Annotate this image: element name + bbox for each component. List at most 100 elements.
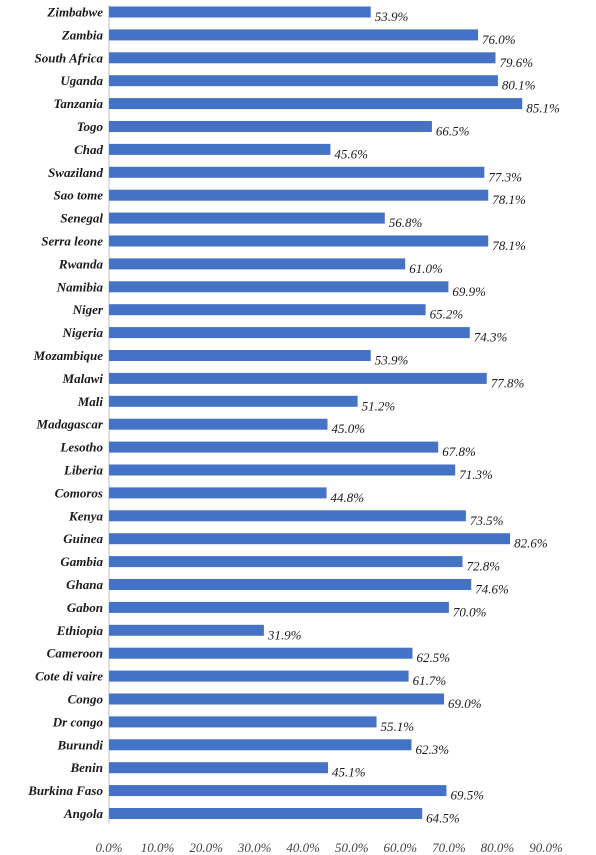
data-label: 62.5%: [416, 650, 450, 665]
category-label: Comoros: [55, 485, 103, 500]
category-label: Angola: [63, 806, 104, 821]
bar: [109, 601, 449, 613]
data-label: 65.2%: [430, 307, 464, 322]
bar: [109, 762, 328, 774]
x-tick-label: 40.0%: [286, 840, 320, 855]
category-label: Rwanda: [58, 256, 104, 271]
data-label: 53.9%: [375, 353, 409, 368]
category-label: Liberia: [63, 463, 103, 478]
bar: [109, 258, 406, 270]
bar: [109, 304, 426, 316]
category-label: Zambia: [61, 27, 104, 42]
bar: [109, 785, 447, 797]
data-label: 62.3%: [416, 742, 450, 757]
category-label: Senegal: [60, 211, 103, 226]
data-label: 77.3%: [488, 169, 522, 184]
data-label: 53.9%: [375, 9, 409, 24]
data-label: 61.0%: [409, 261, 443, 276]
bar: [109, 487, 327, 499]
bar: [109, 6, 371, 18]
category-label: Serra leone: [41, 234, 103, 249]
bar: [109, 533, 511, 545]
data-label: 71.3%: [459, 467, 493, 482]
data-label: 51.2%: [362, 398, 396, 413]
x-tick-label: 80.0%: [481, 840, 515, 855]
category-label: Guinea: [63, 531, 103, 546]
data-label: 31.9%: [267, 627, 302, 642]
data-label: 85.1%: [526, 101, 560, 116]
bar: [109, 166, 485, 178]
data-label: 74.6%: [475, 582, 509, 597]
data-label: 78.1%: [492, 238, 526, 253]
category-label: Dr congo: [52, 714, 104, 729]
category-label: Mozambique: [33, 348, 104, 363]
data-label: 74.3%: [474, 330, 508, 345]
data-label: 44.8%: [331, 490, 365, 505]
category-label: Madagascar: [36, 417, 104, 432]
category-label: Namibia: [56, 279, 104, 294]
data-label: 77.8%: [491, 375, 525, 390]
category-label: Niger: [72, 302, 104, 317]
category-label: Togo: [77, 119, 104, 134]
bar: [109, 647, 413, 659]
bar: [109, 808, 423, 819]
bar: [109, 510, 466, 522]
category-label: South Africa: [34, 50, 103, 65]
data-label: 69.5%: [450, 788, 484, 803]
category-label: Gambia: [60, 554, 103, 569]
data-label: 79.6%: [500, 55, 534, 70]
x-axis-ticks: 0.0% 10.0% 20.0% 30.0% 40.0% 50.0% 60.0% 70.0% 8…: [95, 840, 563, 855]
category-label: Benin: [69, 760, 103, 775]
x-tick-label: 20.0%: [189, 840, 223, 855]
category-label: Tanzania: [54, 96, 104, 111]
x-tick-label: 60.0%: [384, 840, 418, 855]
category-label: Cameroon: [47, 646, 103, 661]
data-label: 45.1%: [332, 765, 366, 780]
bar: [109, 739, 412, 751]
bar: [109, 281, 449, 293]
category-label: Cote di vaire: [35, 669, 103, 684]
bar: [109, 670, 409, 682]
bar: [109, 418, 328, 430]
category-label: Nigeria: [62, 325, 104, 340]
bars-group: [109, 6, 523, 819]
bar: [109, 441, 439, 453]
x-tick-label: 10.0%: [141, 840, 175, 855]
data-label: 45.6%: [334, 146, 368, 161]
bar: [109, 556, 463, 568]
data-label: 66.5%: [436, 124, 470, 139]
x-tick-label: 70.0%: [432, 840, 466, 855]
bar: [109, 624, 264, 636]
category-label: Zimbabwe: [46, 5, 103, 20]
category-label: Chad: [74, 142, 103, 157]
bar: [109, 716, 377, 728]
data-label: 64.5%: [426, 811, 460, 826]
bar: [109, 75, 498, 87]
bar: [109, 350, 371, 361]
bar: [109, 235, 489, 247]
category-label: Congo: [68, 692, 104, 707]
category-label: Swaziland: [48, 165, 103, 180]
data-label: 69.9%: [452, 284, 486, 299]
bar: [109, 29, 479, 41]
bar: [109, 693, 445, 705]
data-label: 61.7%: [413, 673, 447, 688]
category-label: Malawi: [62, 371, 104, 386]
category-label: Kenya: [68, 508, 103, 523]
bar: [109, 372, 487, 384]
x-tick-label: 90.0%: [529, 840, 563, 855]
bar: [109, 395, 358, 407]
data-label: 56.8%: [389, 215, 423, 230]
category-label: Ethiopia: [56, 623, 104, 638]
category-label: Burkina Faso: [27, 783, 103, 798]
category-label: Uganda: [60, 73, 103, 88]
category-label: Mali: [77, 394, 104, 409]
bar: [109, 52, 496, 64]
data-label: 76.0%: [482, 32, 516, 47]
data-label: 80.1%: [502, 78, 536, 93]
data-label: 45.0%: [332, 421, 366, 436]
data-label: 55.1%: [381, 719, 415, 734]
category-label: Gabon: [67, 600, 103, 615]
x-tick-label: 0.0%: [95, 840, 122, 855]
